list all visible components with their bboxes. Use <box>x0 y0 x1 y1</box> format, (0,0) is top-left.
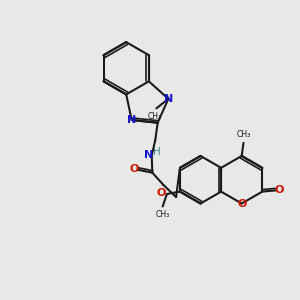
Text: CH₃: CH₃ <box>148 112 162 121</box>
Text: O: O <box>238 199 247 209</box>
Text: O: O <box>156 188 166 198</box>
Text: N: N <box>127 115 136 125</box>
Text: N: N <box>164 94 173 104</box>
Text: CH₃: CH₃ <box>237 130 251 139</box>
Text: O: O <box>129 164 139 173</box>
Text: H: H <box>153 148 161 158</box>
Text: CH₃: CH₃ <box>156 210 170 219</box>
Text: N: N <box>143 149 153 160</box>
Text: O: O <box>274 184 284 194</box>
